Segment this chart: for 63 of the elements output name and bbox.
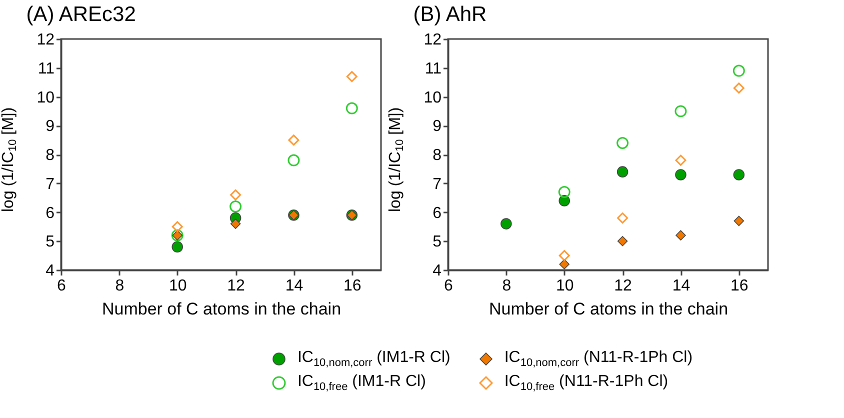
point [288, 154, 300, 166]
x-tick-label: 6 [444, 278, 454, 294]
y-tick-label: 12 [36, 32, 55, 48]
y-tick-label: 5 [432, 234, 442, 251]
x-tick-label: 12 [614, 278, 632, 294]
y-tick-label: 10 [424, 89, 442, 106]
x-tick-label: 10 [556, 278, 574, 294]
x-axis-title: Number of C atoms in the chain [488, 300, 728, 318]
x-tick-label: 10 [168, 278, 187, 294]
point [500, 218, 512, 230]
point [172, 241, 184, 253]
x-tick-label: 6 [57, 278, 66, 294]
point [617, 212, 628, 224]
x-axis-title: Number of C atoms in the chain [102, 300, 342, 318]
y-tick-label: 8 [46, 147, 55, 164]
y-tick-label: 4 [46, 262, 55, 280]
y-tick-label: 8 [432, 147, 442, 164]
y-tick-label: 6 [432, 204, 442, 222]
chart-title: (A) AREc32 [26, 3, 136, 26]
point [288, 134, 300, 146]
point [733, 169, 745, 180]
x-tick-label: 16 [344, 278, 362, 294]
point [675, 169, 686, 180]
point [676, 230, 686, 240]
x-tick-label: 16 [730, 278, 748, 294]
point [559, 259, 570, 270]
legend-label: IC$_{10,free}$ (N11-R-1Ph Cl) [504, 373, 668, 394]
x-tick-label: 12 [227, 278, 246, 294]
legend-label: IC$_{10,free}$ (IM1-R Cl) [297, 373, 426, 394]
x-tick-label: 8 [502, 278, 512, 294]
y-tick-label: 7 [432, 176, 442, 193]
y-tick-label: 7 [46, 176, 55, 193]
point [733, 82, 744, 94]
y-tick-label: 9 [46, 118, 55, 136]
y-tick-label: 10 [36, 89, 55, 106]
point [230, 200, 242, 212]
legend-label: IC$_{10,nom,corr}$ (N11-R-1Ph Cl) [504, 349, 693, 370]
x-tick-label: 14 [672, 278, 690, 294]
y-tick-label: 9 [432, 118, 442, 136]
point [617, 236, 628, 246]
point [616, 136, 629, 149]
y-tick-label: 4 [432, 262, 442, 280]
point [674, 105, 687, 118]
y-tick-label: 5 [46, 234, 55, 251]
chart-title: (B) AhR [413, 3, 487, 26]
point [616, 166, 628, 178]
point [558, 250, 570, 262]
y-tick-label: 6 [46, 204, 55, 222]
point [346, 102, 358, 114]
legend-label: IC$_{10,nom,corr}$ (IM1-R Cl) [297, 349, 450, 370]
y-tick-label: 11 [424, 60, 442, 78]
point [558, 186, 570, 198]
point [172, 221, 183, 232]
point [675, 154, 686, 166]
point [230, 218, 241, 229]
y-tick-label: 12 [424, 32, 442, 48]
point [734, 216, 744, 226]
point [230, 189, 242, 200]
x-tick-label: 14 [285, 278, 304, 294]
point [346, 71, 358, 82]
y-tick-label: 11 [38, 60, 55, 78]
x-tick-label: 8 [115, 278, 124, 294]
point [732, 64, 745, 77]
